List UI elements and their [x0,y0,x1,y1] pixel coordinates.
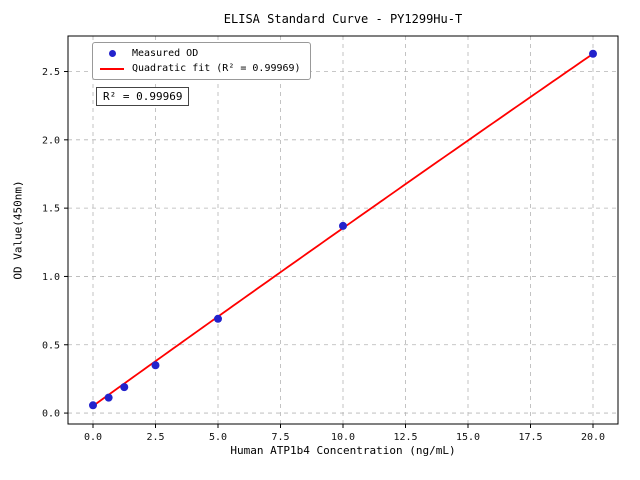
r-squared-annotation: R² = 0.99969 [96,87,190,106]
x-tick-label: 15.0 [456,432,480,443]
y-tick-label: 1.5 [42,204,60,215]
x-tick-label: 20.0 [581,432,605,443]
legend-item-measured-od: Measured OD [99,48,301,59]
legend-marker-dot-icon [108,50,116,57]
x-tick-label: 7.5 [271,432,289,443]
data-point [104,393,113,402]
y-axis-label: OD Value(450nm) [11,180,25,280]
chart-title: ELISA Standard Curve - PY1299Hu-T [223,12,463,26]
x-tick-label: 0.0 [84,432,102,443]
legend-label-quadratic-fit: Quadratic fit (R² = 0.99969) [132,63,301,74]
data-point [151,361,160,370]
legend-label-measured-od: Measured OD [132,48,199,59]
y-tick-label: 2.0 [42,135,60,146]
data-point [120,383,129,392]
data-point [214,314,222,323]
x-tick-label: 12.5 [393,432,417,443]
x-tick-label: 5.0 [209,432,227,443]
y-tick-label: 2.5 [42,67,60,78]
legend-swatch-quadratic-fit [99,67,125,70]
x-tick-label: 2.5 [146,432,164,443]
y-tick-label: 0.5 [42,340,60,351]
legend: Measured OD Quadratic fit (R² = 0.99969) [92,42,311,80]
data-point [339,221,347,230]
y-tick-label: 1.0 [42,272,60,283]
legend-item-quadratic-fit: Quadratic fit (R² = 0.99969) [99,63,301,74]
y-tick-label: 0.0 [42,409,60,420]
legend-line-icon [100,67,124,70]
data-point [589,49,597,58]
x-tick-label: 17.5 [518,432,542,443]
x-axis-label: Human ATP1b4 Concentration (ng/mL) [230,444,456,457]
data-point [89,401,97,410]
x-tick-label: 10.0 [331,432,355,443]
legend-swatch-measured-od [99,50,125,57]
